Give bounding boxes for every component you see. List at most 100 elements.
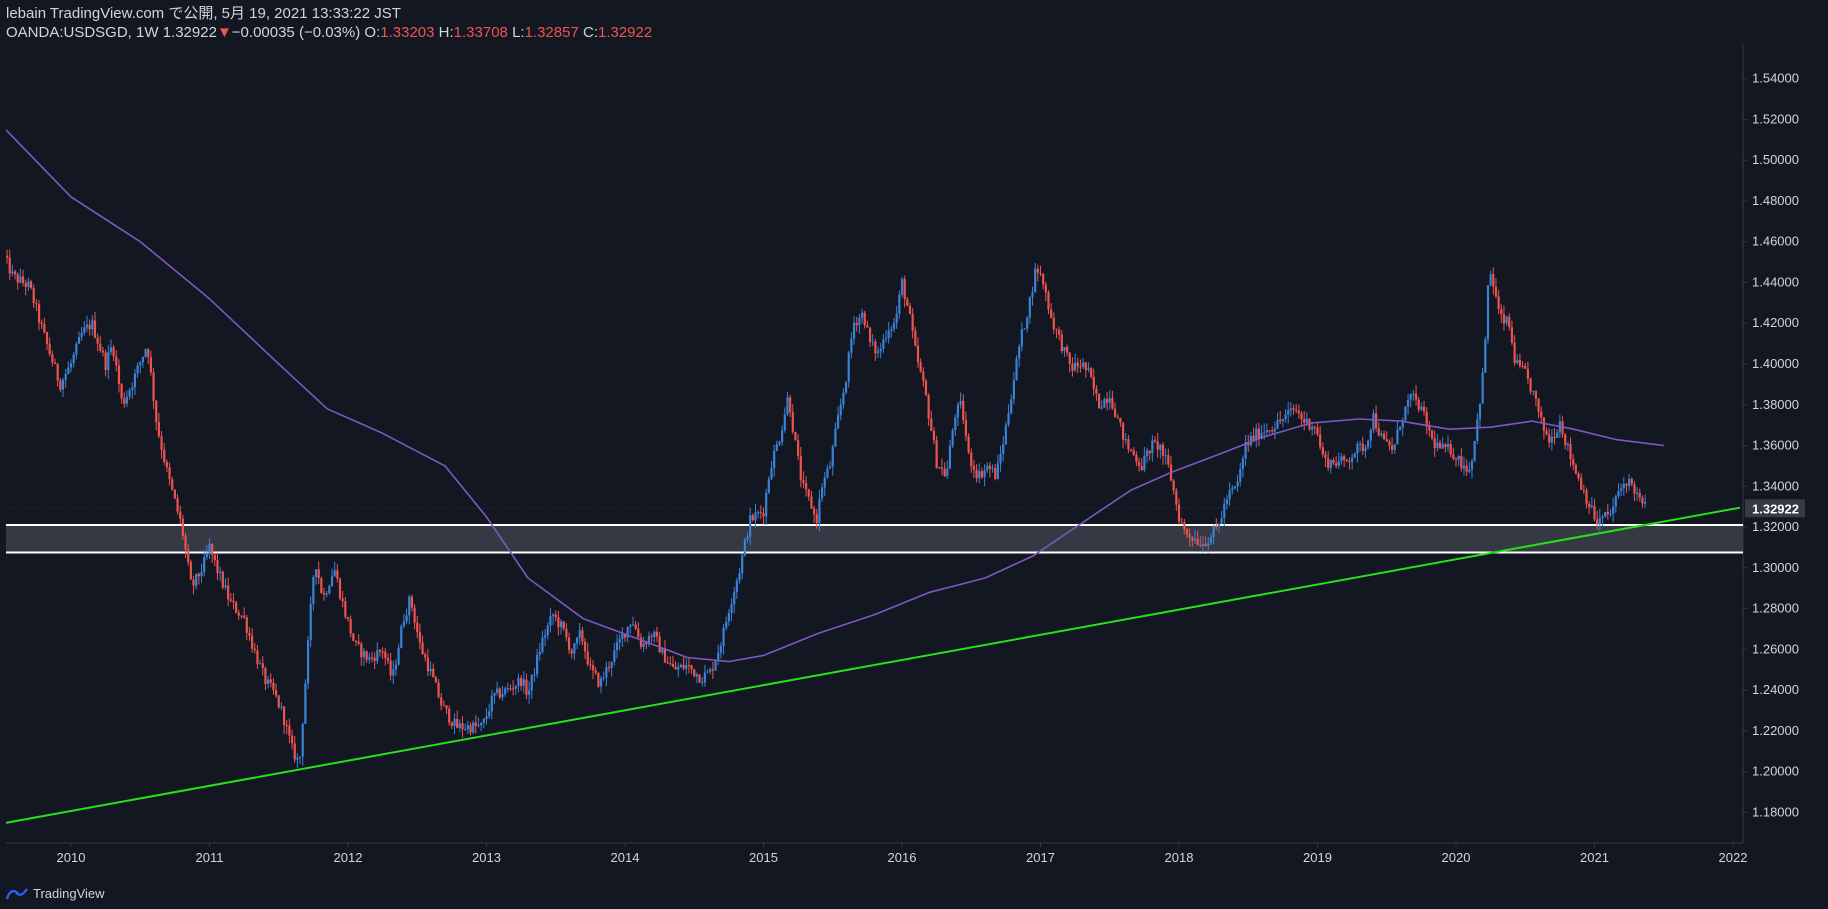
candle-body <box>836 415 840 429</box>
candle <box>200 563 203 583</box>
price-chart[interactable]: 1.54000 1.52000 1.50000 1.48000 1.46000 1.440… <box>6 44 1822 888</box>
candle <box>1255 423 1258 448</box>
candle-body <box>173 489 176 499</box>
high-label: H: <box>438 24 454 41</box>
candle <box>338 577 342 601</box>
candle <box>1276 412 1279 430</box>
candle <box>40 319 43 330</box>
candle-body <box>509 688 512 690</box>
candle-body <box>791 412 794 432</box>
candle <box>962 393 965 424</box>
candle-body <box>1295 409 1298 411</box>
candle-body <box>663 648 667 663</box>
candle <box>642 636 645 652</box>
candle-body <box>895 313 898 324</box>
candle <box>1361 436 1364 456</box>
candle-body <box>1518 360 1522 366</box>
candle <box>386 653 390 665</box>
candle <box>765 488 768 526</box>
candle <box>578 623 581 645</box>
candle-body <box>448 708 451 723</box>
candle <box>879 342 882 359</box>
candle-body <box>733 592 736 605</box>
candle-body <box>437 682 440 698</box>
candle <box>1044 281 1047 301</box>
candle <box>583 637 587 660</box>
candle <box>890 325 893 338</box>
candle-body <box>1116 417 1119 419</box>
candle <box>1068 352 1071 373</box>
candle <box>32 284 35 308</box>
candle <box>211 543 214 563</box>
candle <box>887 321 890 344</box>
candle-body <box>1292 408 1295 410</box>
candle-body <box>551 614 555 617</box>
candle-body <box>426 657 430 672</box>
candle <box>99 335 102 353</box>
candle <box>1617 483 1620 499</box>
candle <box>1577 471 1580 482</box>
candle-body <box>1641 497 1644 504</box>
chart-area[interactable]: 1.54000 1.52000 1.50000 1.48000 1.46000 1.440… <box>6 44 1822 888</box>
candle-body <box>631 624 635 626</box>
candle <box>1348 457 1351 470</box>
candle-body <box>1241 458 1245 469</box>
candle-body <box>59 380 62 390</box>
candle <box>1481 367 1484 404</box>
candle <box>711 661 714 679</box>
candle-body <box>1481 372 1484 404</box>
candle <box>362 647 366 667</box>
candle-body <box>1039 272 1042 274</box>
candle-body <box>661 648 664 653</box>
candle <box>538 643 541 661</box>
candle-body <box>1644 502 1647 504</box>
candle <box>1508 313 1511 331</box>
candle-body <box>211 543 214 555</box>
candle-body <box>759 512 762 514</box>
candle <box>1092 368 1095 396</box>
symbol-label[interactable]: OANDA:USDSGD, 1W <box>6 24 159 41</box>
candle <box>863 310 866 329</box>
candle-body <box>1398 427 1402 430</box>
candle-body <box>1137 461 1141 466</box>
candle <box>1462 456 1466 476</box>
candle-body <box>197 573 200 577</box>
candle <box>1321 442 1324 458</box>
candle <box>1087 362 1090 373</box>
candle <box>1129 448 1133 453</box>
candle <box>189 559 192 580</box>
candle-body <box>1095 388 1098 394</box>
candle <box>1239 462 1242 487</box>
candle-body <box>1191 537 1194 541</box>
candle-body <box>224 585 227 588</box>
candle-body <box>1236 481 1239 487</box>
candle-body <box>1140 465 1143 471</box>
candle <box>1484 336 1487 374</box>
candle-body <box>988 465 991 469</box>
candle <box>91 315 94 336</box>
candle <box>1473 440 1476 463</box>
candle <box>1343 454 1346 468</box>
candle-body <box>959 400 962 405</box>
candle-body <box>1396 429 1399 445</box>
candle-body <box>352 633 355 641</box>
x-tick-label: 2021 <box>1580 850 1609 865</box>
candle <box>1164 448 1167 465</box>
candle <box>1489 270 1492 287</box>
candle-body <box>666 662 669 664</box>
candle <box>530 674 533 700</box>
candle-body <box>104 352 107 371</box>
candle-body <box>1390 445 1394 450</box>
candle-body <box>1087 368 1090 371</box>
candle-body <box>1052 317 1055 330</box>
candle-body <box>1340 456 1343 462</box>
candle <box>1156 432 1159 458</box>
candle-body <box>525 679 528 695</box>
candle-body <box>1460 456 1463 469</box>
candle-body <box>1159 444 1162 450</box>
candle-body <box>1617 491 1620 497</box>
candle <box>389 652 392 681</box>
candle-body <box>1593 505 1596 520</box>
candle-body <box>1225 499 1229 505</box>
candle <box>301 722 304 766</box>
